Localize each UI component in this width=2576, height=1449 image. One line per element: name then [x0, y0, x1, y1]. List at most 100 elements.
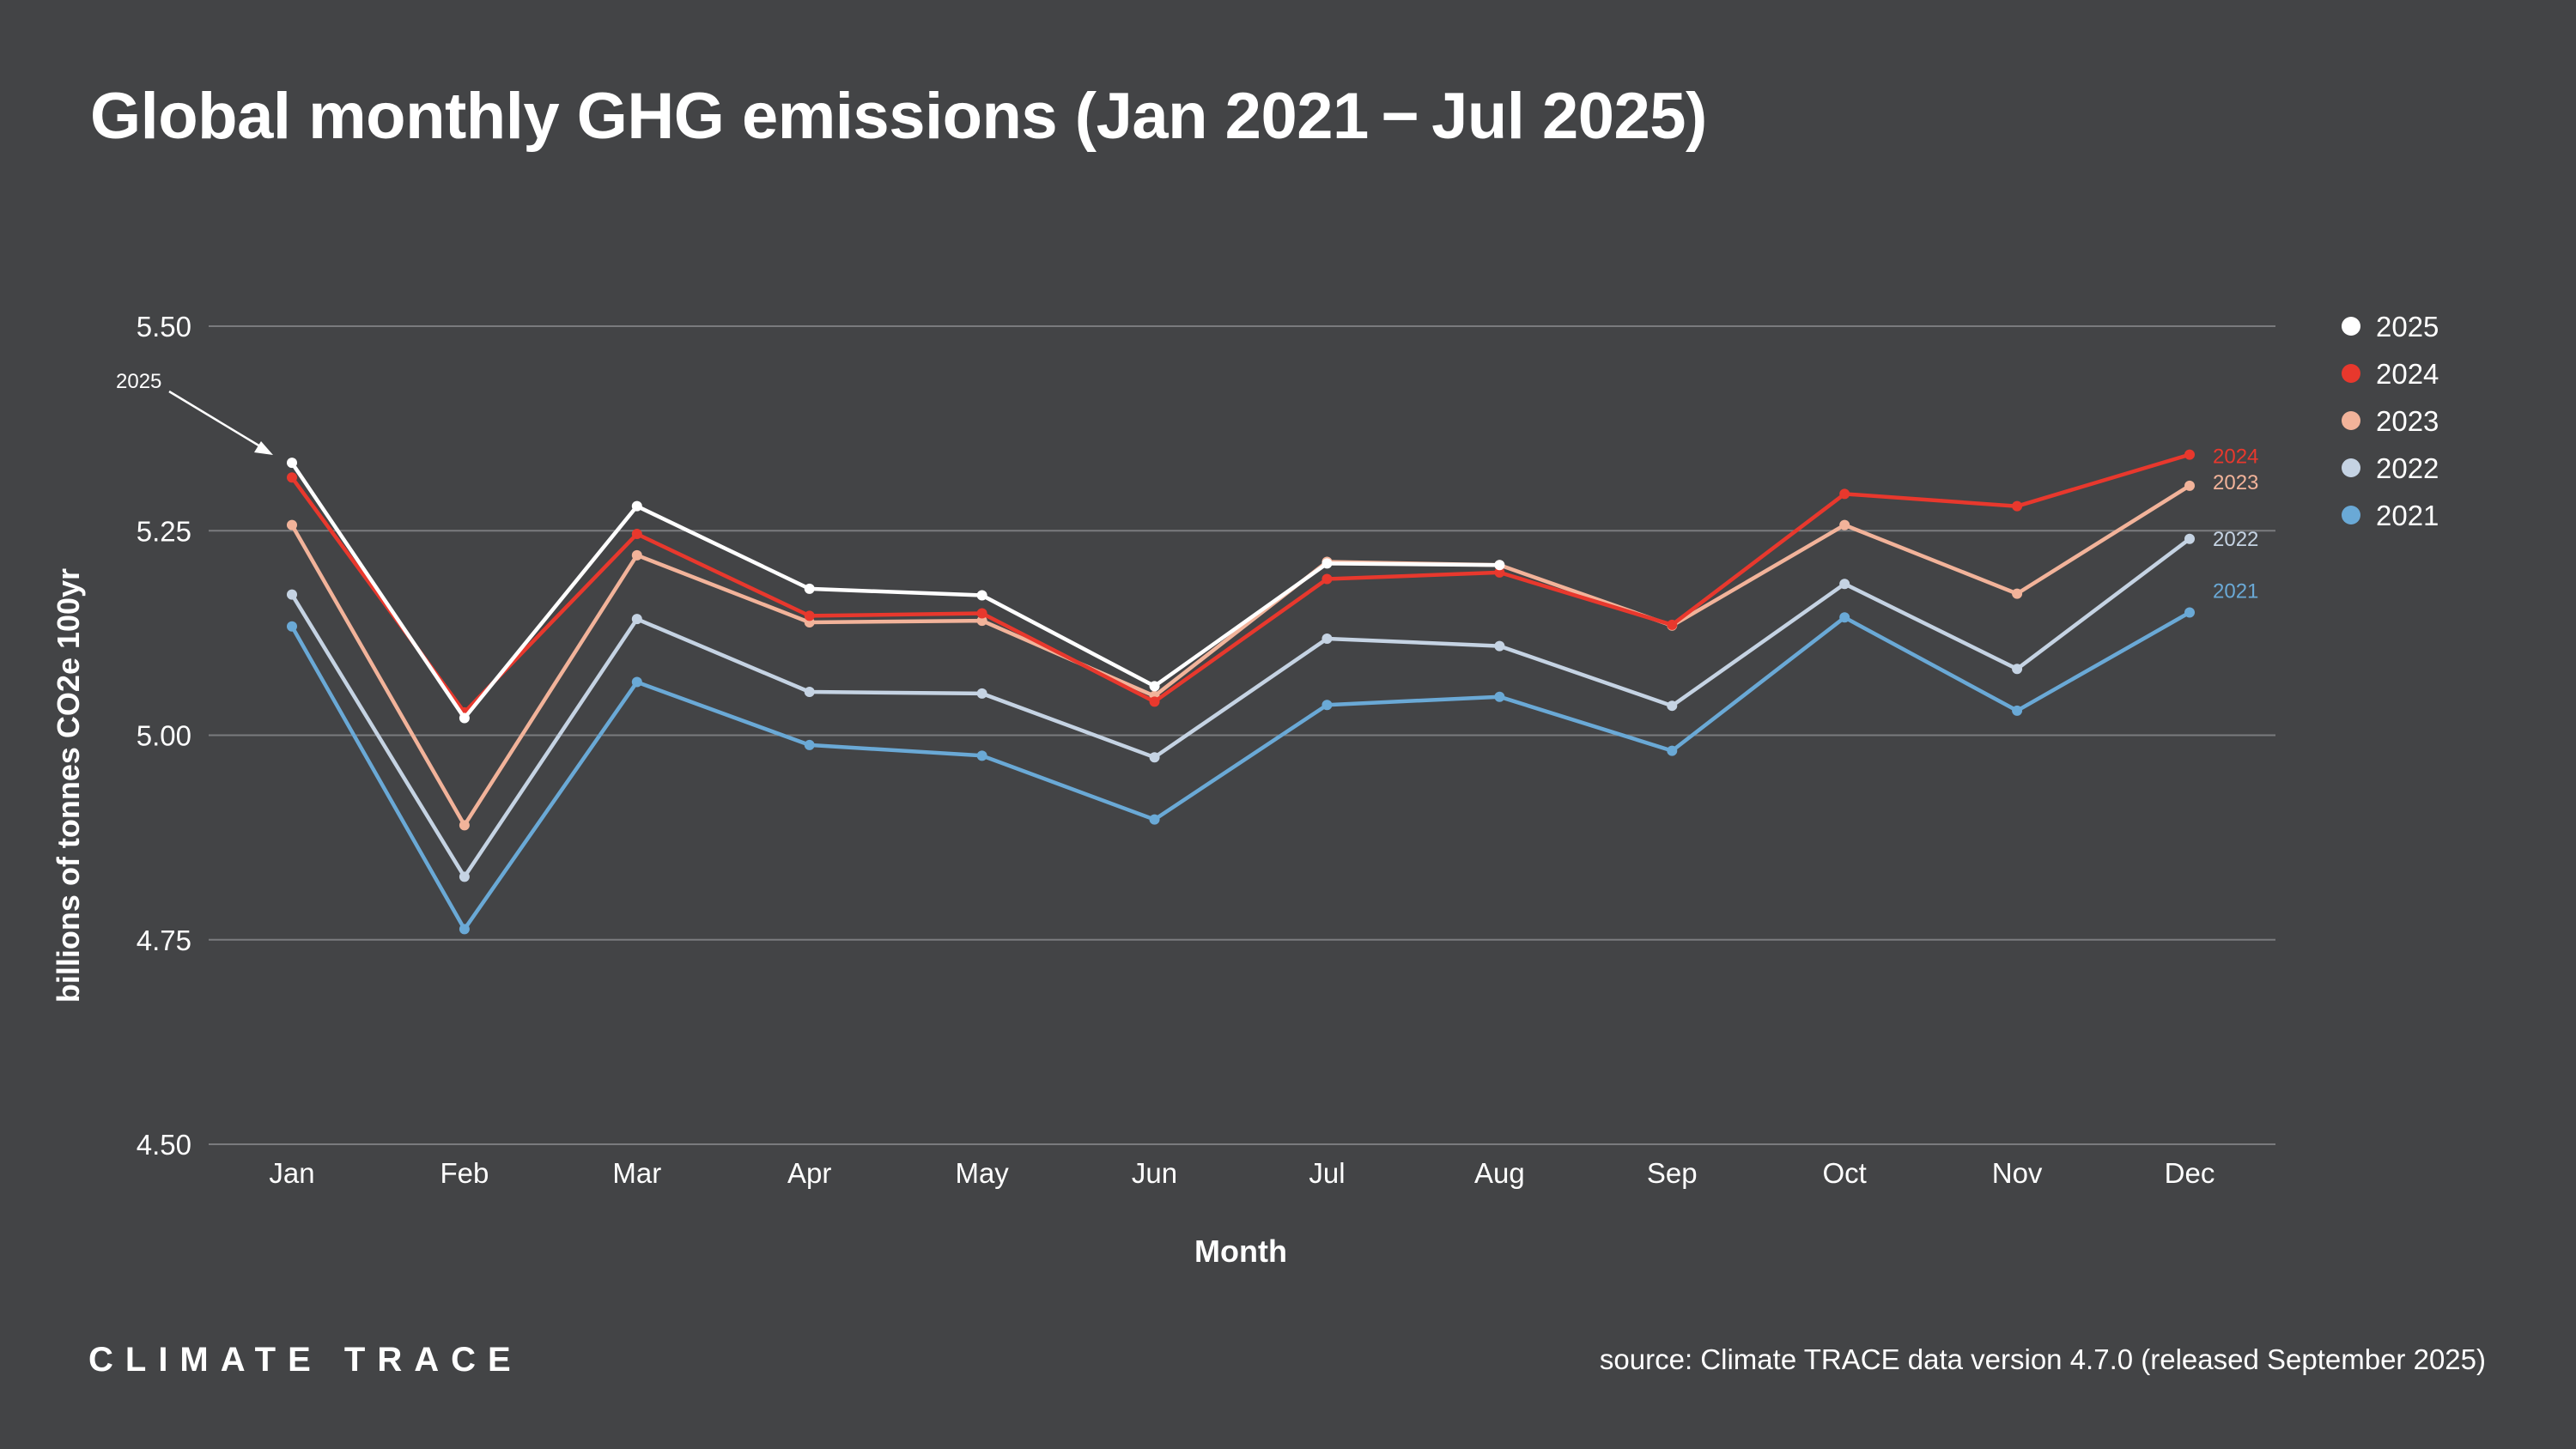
brand-logo-text: CLIMATE TRACE	[88, 1341, 523, 1379]
x-tick-label: May	[955, 1157, 1009, 1189]
legend-label: 2022	[2376, 452, 2439, 484]
x-tick-label: Jan	[269, 1157, 314, 1189]
data-point-2024	[976, 608, 987, 619]
series-2025	[287, 458, 1505, 724]
data-point-2022	[804, 686, 815, 697]
data-point-2023	[976, 615, 987, 627]
data-point-2024	[2012, 500, 2023, 512]
y-axis-ticks: 5.50 5.25 5.00 4.75 4.50	[137, 311, 191, 1161]
annotation-label: 2025	[116, 370, 161, 393]
end-label-2023: 2023	[2213, 471, 2258, 494]
data-point-2021	[804, 739, 815, 750]
y-axis-title: billions of tonnes CO2e 100yr	[51, 568, 86, 1003]
series-2022	[287, 533, 2195, 882]
annotation-arrow-head	[254, 441, 273, 455]
grid-lines	[209, 325, 2275, 1145]
legend-marker	[2342, 364, 2360, 383]
series-line-2025	[289, 460, 1502, 720]
data-point-2022	[976, 688, 987, 699]
x-tick-label: Jun	[1132, 1157, 1177, 1189]
data-point-2024	[1839, 488, 1850, 500]
data-point-2021	[976, 750, 987, 761]
legend-label: 2023	[2376, 405, 2439, 437]
legend-item-2021: 2021	[2342, 500, 2439, 531]
legend-marker	[2342, 506, 2360, 524]
data-point-2022	[459, 871, 470, 882]
data-point-2021	[2012, 705, 2023, 716]
y-tick-label: 5.00	[137, 720, 191, 752]
end-label-2024: 2024	[2213, 446, 2258, 469]
annotation: 2025	[116, 370, 273, 455]
data-point-2022	[2184, 533, 2195, 544]
y-tick-label: 5.25	[137, 515, 191, 547]
data-point-2023	[631, 549, 642, 561]
series-line-2023	[289, 483, 2192, 828]
data-point-2021	[287, 621, 297, 632]
legend-marker	[2342, 317, 2360, 336]
data-point-2022	[2012, 664, 2023, 675]
data-point-2021	[2184, 607, 2195, 618]
end-label-2022: 2022	[2213, 528, 2258, 551]
series-line-2022	[289, 537, 2192, 879]
data-point-2023	[2184, 480, 2195, 491]
x-axis-ticks: Jan Feb Mar Apr May Jun Jul Aug Sep Oct Nov Dec	[269, 1157, 2215, 1189]
legend-item-2022: 2022	[2342, 452, 2439, 484]
data-point-2021	[1839, 612, 1850, 623]
data-point-2021	[459, 924, 470, 935]
data-point-2024	[287, 472, 297, 483]
x-tick-label: Feb	[440, 1157, 489, 1189]
legend-label: 2025	[2376, 311, 2439, 343]
data-point-2021	[631, 676, 642, 688]
data-point-2021	[1149, 814, 1160, 825]
y-tick-label: 4.75	[137, 925, 191, 956]
x-tick-label: Aug	[1474, 1157, 1525, 1189]
series-2021	[287, 607, 2195, 935]
data-point-2025	[459, 712, 470, 724]
legend-label: 2024	[2376, 358, 2439, 390]
series-line-2021	[289, 610, 2192, 931]
x-tick-label: Dec	[2165, 1157, 2215, 1189]
data-point-2025	[804, 583, 815, 594]
chart-title: Global monthly GHG emissions (Jan 2021 −…	[90, 80, 1707, 153]
data-point-2023	[1839, 519, 1850, 530]
y-tick-label: 4.50	[137, 1129, 191, 1161]
data-point-2025	[1321, 558, 1333, 569]
data-point-2022	[287, 589, 297, 600]
x-axis-title: Month	[1194, 1234, 1287, 1269]
data-point-2024	[804, 610, 815, 621]
data-point-2025	[1494, 560, 1505, 571]
data-point-2021	[1667, 745, 1678, 756]
data-point-2023	[2012, 588, 2023, 599]
data-point-2022	[631, 614, 642, 625]
x-tick-label: Sep	[1647, 1157, 1698, 1189]
source-note: source: Climate TRACE data version 4.7.0…	[1599, 1343, 2486, 1375]
data-point-2024	[1149, 696, 1160, 707]
x-tick-label: Apr	[787, 1157, 831, 1189]
x-tick-label: Nov	[1992, 1157, 2043, 1189]
series-2023	[287, 480, 2195, 831]
data-point-2022	[1149, 752, 1160, 763]
data-point-2024	[1321, 573, 1333, 585]
data-point-2024	[631, 529, 642, 540]
data-point-2022	[1839, 579, 1850, 590]
data-point-2024	[2184, 449, 2195, 460]
legend-item-2024: 2024	[2342, 358, 2439, 390]
data-point-2025	[976, 590, 987, 601]
annotation-arrow-line	[168, 390, 265, 451]
data-point-2024	[1494, 567, 1505, 578]
y-tick-label: 5.50	[137, 311, 191, 343]
data-point-2022	[1667, 700, 1678, 712]
legend-item-2025: 2025	[2342, 311, 2439, 343]
x-tick-label: Mar	[612, 1157, 661, 1189]
data-point-2023	[287, 519, 297, 530]
data-point-2025	[1149, 681, 1160, 692]
x-tick-label: Oct	[1823, 1157, 1867, 1189]
legend: 2025 2024 2023 2022 2021	[2342, 311, 2439, 531]
legend-marker	[2342, 411, 2360, 430]
legend-item-2023: 2023	[2342, 405, 2439, 437]
data-point-2023	[459, 820, 470, 831]
data-point-2022	[1321, 634, 1333, 645]
series-group	[287, 449, 2195, 935]
